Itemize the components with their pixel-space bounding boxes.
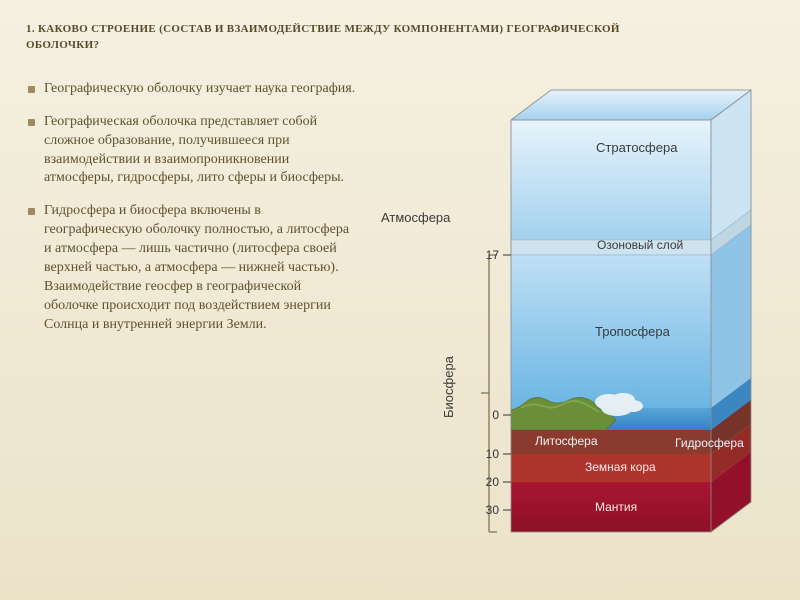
label-lithosphere: Литосфера <box>535 434 598 448</box>
axis-tick: 17 <box>475 248 499 262</box>
label-stratosphere: Стратосфера <box>596 140 677 155</box>
axis-tick: 0 <box>475 408 499 422</box>
title-line2: ОБОЛОЧКИ? <box>26 38 774 54</box>
axis-tick: 10 <box>475 447 499 461</box>
earth-layers-diagram <box>371 80 771 560</box>
diagram-panel: Стратосфера Атмосфера Озоновый слой Троп… <box>368 80 774 588</box>
label-biosphere: Биосфера <box>441 356 456 418</box>
bullet-list: Географическую оболочку изучает наука ге… <box>26 80 356 588</box>
page-title: 1. КАКОВО СТРОЕНИЕ (СОСТАВ И ВЗАИМОДЕЙСТ… <box>26 22 774 54</box>
label-crust: Земная кора <box>585 460 656 474</box>
axis-tick: 30 <box>475 503 499 517</box>
label-troposphere: Тропосфера <box>595 324 670 339</box>
title-line1: 1. КАКОВО СТРОЕНИЕ (СОСТАВ И ВЗАИМОДЕЙСТ… <box>26 22 774 38</box>
list-item: Гидросфера и биосфера включены в географ… <box>26 202 356 334</box>
axis-tick: 20 <box>475 475 499 489</box>
label-mantle: Мантия <box>595 500 637 514</box>
label-atmosphere: Атмосфера <box>381 210 450 225</box>
label-hydrosphere: Гидросфера <box>675 436 744 450</box>
list-item: Географическую оболочку изучает наука ге… <box>26 80 356 99</box>
list-item: Географическая оболочка представляет соб… <box>26 113 356 189</box>
label-ozone: Озоновый слой <box>597 238 683 252</box>
